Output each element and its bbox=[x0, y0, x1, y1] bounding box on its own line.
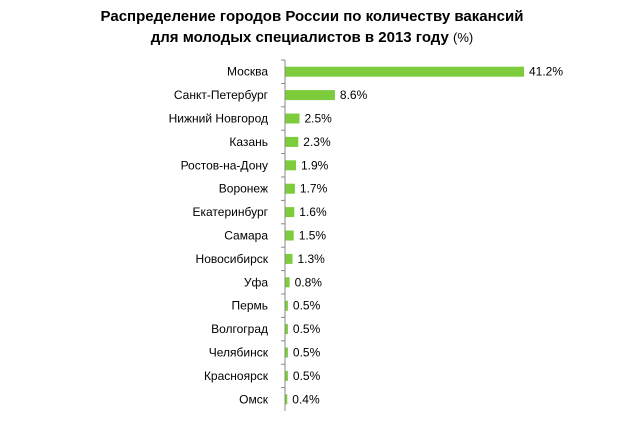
bar bbox=[285, 347, 288, 358]
category-label: Челябинск bbox=[209, 346, 269, 360]
value-label: 1.7% bbox=[300, 182, 328, 196]
bar bbox=[285, 90, 335, 101]
value-label: 1.9% bbox=[301, 158, 329, 172]
category-label: Пермь bbox=[232, 299, 268, 313]
value-label: 0.5% bbox=[293, 322, 321, 336]
chart-title: Распределение городов России по количест… bbox=[0, 6, 624, 48]
value-label: 0.4% bbox=[292, 392, 320, 406]
category-label: Волгоград bbox=[211, 322, 268, 336]
category-label: Москва bbox=[227, 65, 268, 79]
bar bbox=[285, 253, 293, 264]
category-label: Воронеж bbox=[219, 182, 268, 196]
bar bbox=[285, 207, 295, 218]
bar bbox=[285, 66, 524, 77]
value-label: 1.6% bbox=[299, 205, 327, 219]
bar bbox=[285, 160, 296, 171]
bar bbox=[285, 230, 294, 241]
category-label: Нижний Новгород bbox=[169, 112, 268, 126]
bar bbox=[285, 113, 300, 124]
chart-title-unit: (%) bbox=[453, 30, 474, 45]
bar bbox=[285, 394, 288, 405]
category-label: Новосибирск bbox=[196, 252, 269, 266]
bar bbox=[285, 324, 288, 335]
value-label: 8.6% bbox=[340, 88, 368, 102]
category-label: Самара bbox=[224, 229, 268, 243]
value-label: 1.3% bbox=[298, 252, 326, 266]
value-label: 2.3% bbox=[303, 135, 331, 149]
category-label: Омск bbox=[239, 392, 269, 406]
value-label: 1.5% bbox=[299, 229, 327, 243]
bar bbox=[285, 370, 288, 381]
value-label: 0.5% bbox=[293, 369, 321, 383]
category-label: Уфа bbox=[244, 275, 268, 289]
bar bbox=[285, 300, 288, 311]
category-label: Казань bbox=[229, 135, 268, 149]
bar bbox=[285, 277, 290, 288]
chart-title-line2: для молодых специалистов в 2013 году bbox=[150, 29, 449, 46]
category-label: Екатеринбург bbox=[193, 205, 269, 219]
category-label: Санкт-Петербург bbox=[174, 88, 269, 102]
bar bbox=[285, 183, 295, 194]
value-label: 41.2% bbox=[529, 65, 563, 79]
value-label: 0.5% bbox=[293, 299, 321, 313]
category-label: Ростов-на-Дону bbox=[181, 158, 268, 172]
category-label: Красноярск bbox=[204, 369, 269, 383]
bar bbox=[285, 136, 299, 147]
value-label: 0.5% bbox=[293, 346, 321, 360]
value-label: 2.5% bbox=[305, 112, 333, 126]
value-label: 0.8% bbox=[295, 275, 323, 289]
chart-title-line1: Распределение городов России по количест… bbox=[100, 8, 524, 25]
